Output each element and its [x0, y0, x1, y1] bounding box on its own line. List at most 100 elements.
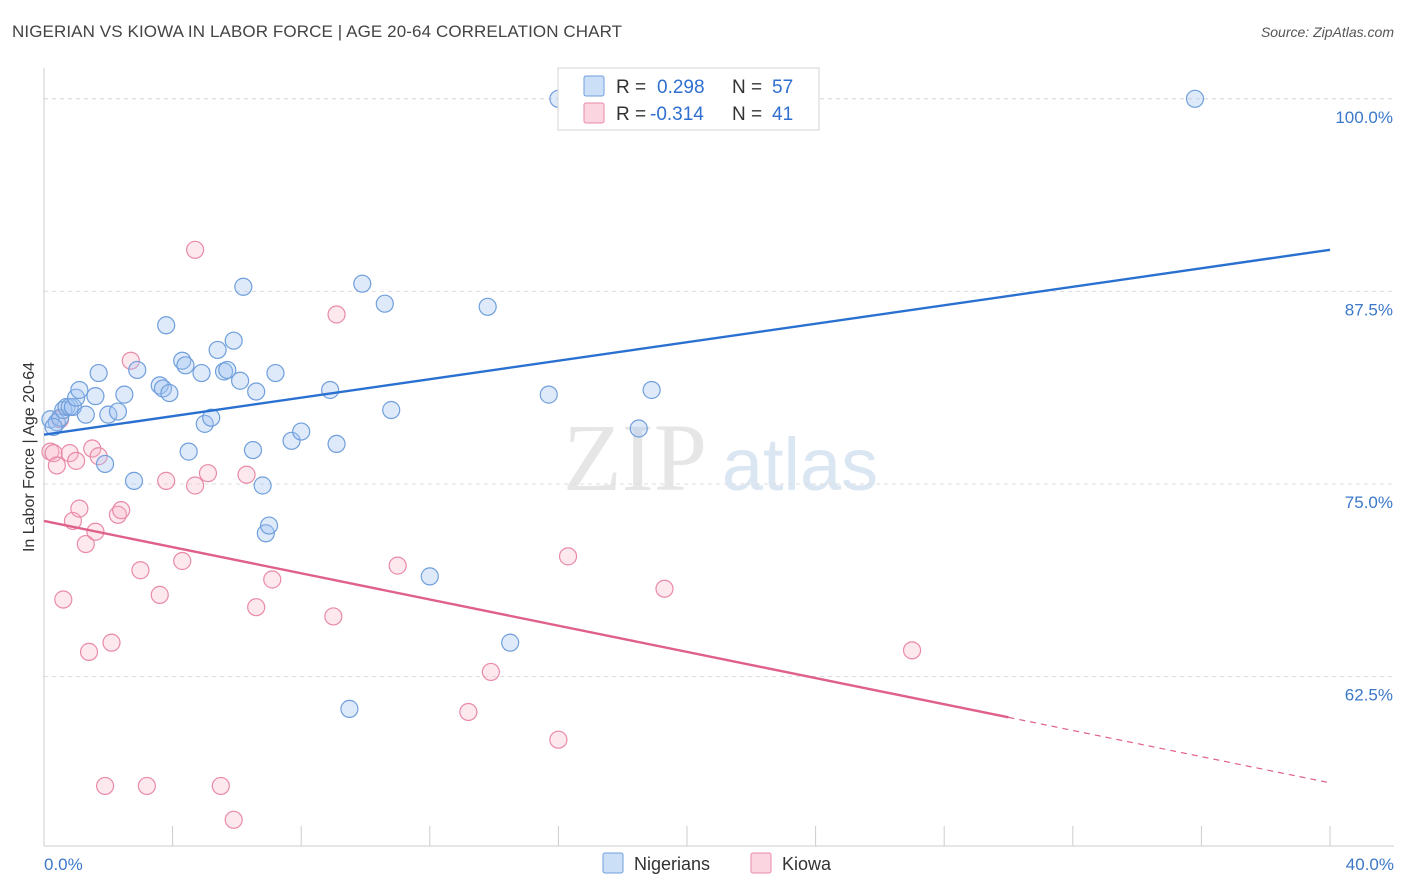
kiowa-point-18	[121, 351, 140, 370]
x-tick-label-max: 40.0%	[1346, 855, 1394, 874]
nigerians-point-23	[192, 363, 211, 383]
nigerians-point-26	[208, 340, 227, 360]
y-tick-label-2: 87.5%	[1345, 300, 1393, 319]
y-axis-title: In Labor Force | Age 20-64	[21, 362, 38, 552]
nigerians-point-29	[224, 331, 243, 350]
stats-legend: R = 0.298 N = 57 R = -0.314 N = 41	[557, 67, 820, 131]
nigerians-point-9	[76, 405, 95, 424]
legend-r-label-kiowa: R =	[616, 104, 646, 125]
kiowa-point-28	[224, 810, 243, 829]
nigerians-point-47	[478, 297, 497, 316]
kiowa-point-24	[186, 240, 205, 259]
kiowa-point-9	[76, 534, 95, 554]
gridlines	[44, 98, 1394, 678]
nigerians-point-36	[259, 516, 279, 535]
nigerians-point-28	[218, 360, 237, 380]
legend-nigerians-label: Nigerians	[634, 854, 710, 874]
x-tick-label-min: 0.0%	[44, 855, 83, 874]
y-tick-label-3: 100.0%	[1335, 108, 1393, 127]
nigerians-point-46	[420, 567, 439, 586]
nigerians-trend-line	[43, 248, 1331, 436]
kiowa-point-4	[54, 590, 73, 609]
nigerians-point-52	[642, 380, 661, 400]
kiowa-point-26	[198, 464, 218, 483]
nigerians-point-42	[340, 699, 359, 718]
nigerians-point-16	[128, 360, 147, 380]
nigerians-point-45	[382, 400, 401, 420]
trend-lines	[43, 248, 1331, 784]
nigerians-point-13	[99, 405, 118, 424]
nigerians-point-38	[282, 431, 301, 450]
kiowa-point-36	[481, 662, 500, 682]
nigerians-point-55	[115, 385, 134, 404]
kiowa-swatch	[583, 102, 605, 124]
kiowa-point-39	[655, 579, 674, 598]
y-tick-label-0: 62.5%	[1345, 686, 1393, 705]
kiowa-point-37	[549, 730, 568, 749]
nigerians-point-19	[157, 316, 176, 335]
kiowa-point-14	[95, 776, 115, 796]
nigerians-point-51	[629, 419, 648, 438]
legend-r-label-nigerians: R =	[616, 77, 646, 98]
nigerians-point-33	[247, 382, 266, 401]
kiowa-point-29	[237, 465, 256, 484]
kiowa-point-33	[327, 305, 346, 324]
nigerians-point-53	[1185, 89, 1205, 108]
nigerians-point-56	[160, 383, 179, 403]
kiowa-point-2	[47, 456, 66, 475]
nigerians-point-17	[150, 376, 169, 395]
kiowa-point-8	[70, 499, 89, 518]
nigerians-point-31	[234, 277, 253, 296]
legend-n-label-kiowa: N =	[732, 104, 762, 125]
nigerians-point-30	[231, 371, 250, 390]
kiowa-point-20	[137, 776, 156, 796]
nigerians-point-43	[353, 274, 372, 293]
y-tick-labels: 62.5% 75.0% 87.5% 100.0%	[1335, 108, 1393, 705]
legend-r-value-nigerians: 0.298	[657, 77, 705, 98]
legend-kiowa-label: Kiowa	[782, 854, 832, 874]
legend-n-value-nigerians: 57	[772, 77, 793, 98]
kiowa-point-27	[211, 776, 230, 796]
legend-r-value-kiowa: -0.314	[650, 104, 704, 125]
chart-title: NIGERIAN VS KIOWA IN LABOR FORCE | AGE 2…	[12, 22, 623, 41]
series-legend: Nigerians Kiowa	[602, 852, 832, 874]
kiowa-trend-line-extension	[1008, 716, 1331, 784]
kiowa-point-19	[131, 561, 150, 580]
kiowa-point-30	[247, 598, 266, 617]
kiowa-point-40	[902, 641, 922, 660]
kiowa-trend-line	[43, 519, 1009, 719]
kiowa-point-34	[388, 556, 407, 575]
legend-nigerians-swatch	[602, 852, 624, 874]
kiowa-point-17	[112, 501, 131, 520]
nigerians-point-21	[176, 356, 195, 375]
legend-kiowa-swatch	[750, 852, 772, 874]
kiowa-point-25	[186, 476, 205, 495]
kiowa-point-31	[263, 570, 282, 589]
kiowa-point-38	[558, 547, 578, 566]
nigerians-point-25	[202, 408, 221, 427]
nigerians-point-11	[89, 363, 108, 383]
nigerians-point-22	[179, 442, 198, 461]
watermark-zip: ZIP	[563, 404, 707, 511]
kiowa-point-7	[67, 451, 86, 470]
nigerians-swatch	[583, 75, 605, 97]
kiowa-point-22	[157, 471, 176, 490]
kiowa-point-21	[150, 585, 169, 604]
nigerians-points	[41, 89, 1205, 718]
nigerians-point-44	[375, 294, 394, 313]
legend-n-value-kiowa: 41	[772, 104, 793, 125]
nigerians-point-54	[44, 417, 63, 437]
nigerians-point-48	[501, 633, 520, 652]
nigerians-point-39	[292, 422, 311, 441]
x-axis-ticks	[43, 826, 1331, 846]
nigerians-point-32	[243, 440, 263, 460]
kiowa-point-35	[459, 702, 478, 722]
legend-n-label-nigerians: N =	[732, 77, 762, 98]
nigerians-point-41	[327, 434, 346, 454]
kiowa-point-10	[79, 642, 99, 661]
nigerians-point-14	[108, 402, 128, 421]
nigerians-point-15	[124, 471, 144, 490]
nigerians-point-8	[70, 380, 89, 400]
nigerians-point-40	[321, 380, 340, 400]
